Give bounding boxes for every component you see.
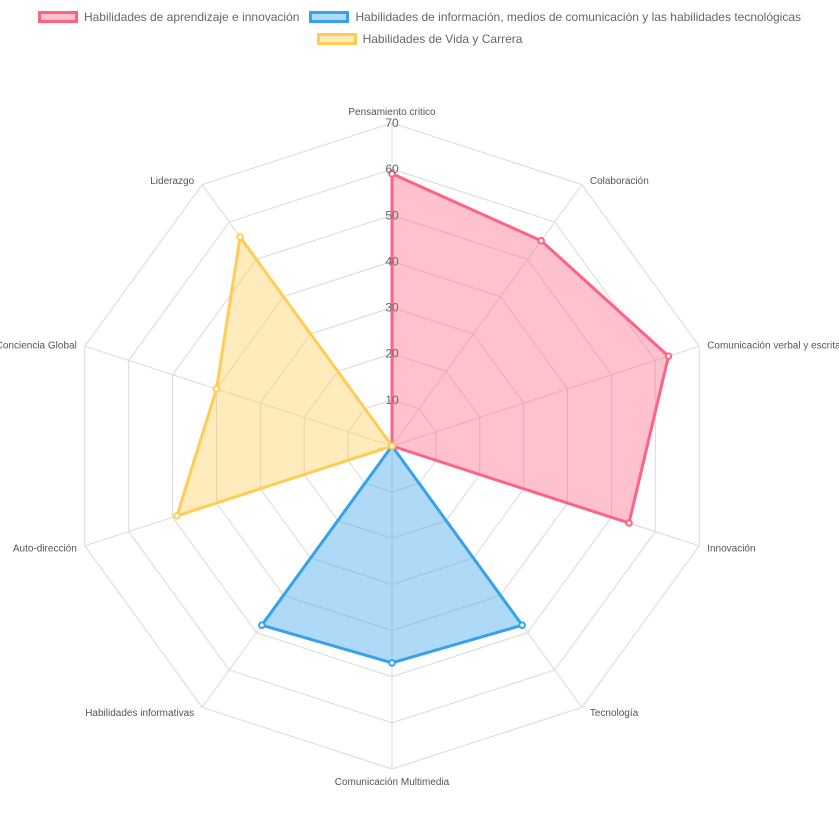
legend-row-1: Habilidades de aprendizaje e innovación …	[0, 6, 839, 28]
axis-label-6: Comunicación Multimedia	[335, 777, 450, 788]
data-point-s2-7[interactable]	[258, 621, 266, 629]
legend-item-series-3[interactable]: Habilidades de Vida y Carrera	[316, 32, 523, 46]
legend-item-series-2[interactable]: Habilidades de información, medios de co…	[309, 10, 801, 24]
axis-label-7: Habilidades informativas	[85, 708, 194, 719]
data-point-s1-2[interactable]	[537, 236, 545, 245]
radar-axis-labels: Pensamiento critico Colaboración Comunicac…	[0, 107, 839, 788]
data-point-s1-3[interactable]	[664, 352, 673, 360]
series-3	[173, 233, 396, 520]
axis-label-1: Pensamiento critico	[348, 107, 436, 118]
legend-swatch-series-2	[309, 11, 350, 23]
data-point-s2-6[interactable]	[388, 659, 396, 667]
legend-label-series-2: Habilidades de información, medios de co…	[355, 10, 802, 24]
radar-tick-labels: 10 20 30 40 50 60 70	[385, 116, 399, 407]
data-point-s1-4[interactable]	[625, 519, 633, 527]
data-point-s3-7[interactable]	[388, 442, 396, 450]
series-area-2	[260, 444, 524, 665]
legend-label-series-3: Habilidades de Vida y Carrera	[362, 32, 523, 46]
angle-line-3	[391, 345, 700, 447]
tick-label-30: 30	[385, 301, 399, 315]
axis-label-2: Colaboración	[590, 176, 649, 187]
data-point-s3-10[interactable]	[236, 233, 244, 241]
angle-line-2	[391, 184, 583, 447]
chart-legend: Habilidades de aprendizaje e innovación …	[0, 6, 839, 50]
tick-label-10: 10	[385, 393, 399, 407]
radar-series	[173, 169, 673, 667]
tick-label-50: 50	[385, 208, 399, 222]
tick-label-40: 40	[385, 254, 399, 268]
legend-swatch-series-3	[316, 33, 357, 45]
tick-label-60: 60	[385, 162, 399, 176]
data-point-s1-1[interactable]	[388, 169, 396, 178]
data-point-s2-5[interactable]	[518, 621, 526, 629]
axis-label-5: Tecnología	[590, 708, 639, 719]
series-area-3	[175, 235, 394, 518]
axis-label-10: Liderazgo	[150, 176, 194, 187]
axis-label-9: Conciencia Global	[0, 340, 77, 351]
legend-swatch-series-1	[37, 11, 78, 23]
legend-row-2: Habilidades de Vida y Carrera	[0, 28, 839, 50]
tick-label-20: 20	[385, 347, 399, 361]
data-point-s3-9[interactable]	[212, 385, 221, 393]
tick-label-70: 70	[385, 116, 399, 130]
data-point-s3-8[interactable]	[173, 512, 181, 520]
axis-label-3: Comunicación verbal y escrita	[707, 340, 839, 351]
legend-label-series-1: Habilidades de aprendizaje e innovación	[83, 10, 300, 24]
series-area-1	[390, 172, 670, 525]
axis-label-4: Innovación	[707, 544, 755, 555]
series-1	[388, 169, 673, 527]
axis-label-8: Auto-dirección	[13, 544, 77, 555]
legend-item-series-1[interactable]: Habilidades de aprendizaje e innovación	[37, 10, 300, 24]
angle-line-9	[84, 345, 393, 447]
